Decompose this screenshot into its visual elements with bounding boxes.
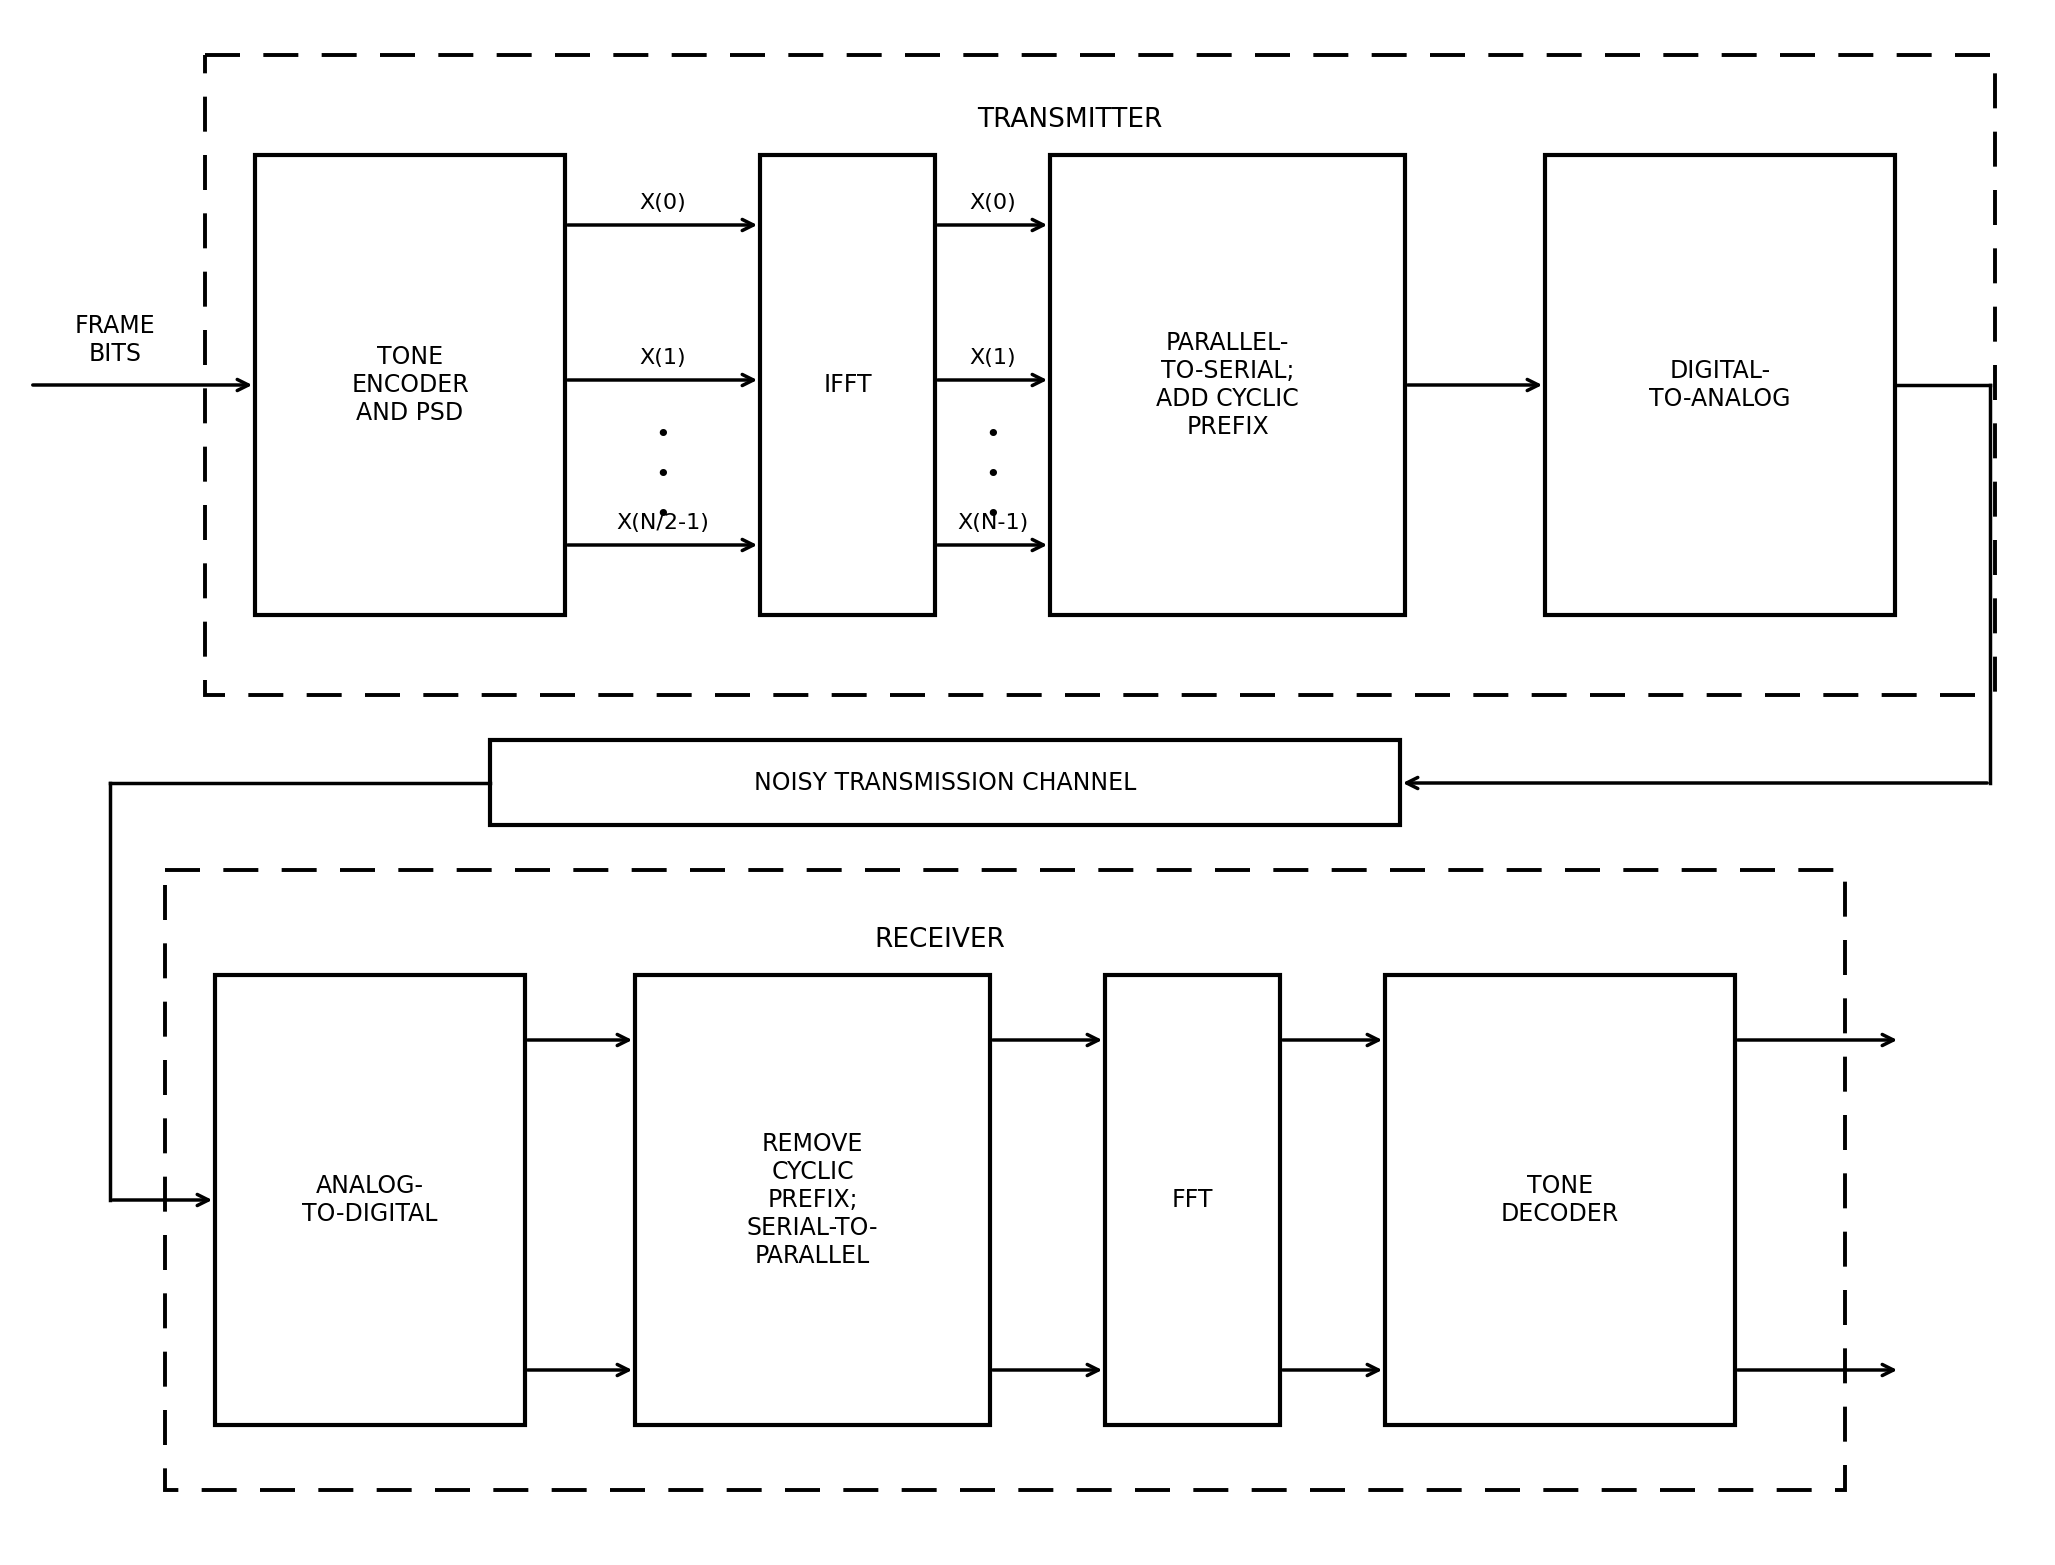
Text: IFFT: IFFT [824, 372, 871, 398]
Text: NOISY TRANSMISSION CHANNEL: NOISY TRANSMISSION CHANNEL [754, 770, 1136, 795]
Text: TONE
DECODER: TONE DECODER [1500, 1174, 1619, 1225]
Text: X(N-1): X(N-1) [958, 513, 1028, 534]
Text: X(1): X(1) [970, 347, 1015, 368]
Text: •: • [984, 502, 1001, 527]
Text: X(0): X(0) [639, 192, 686, 213]
Text: •: • [984, 463, 1001, 487]
Text: DIGITAL-
TO-ANALOG: DIGITAL- TO-ANALOG [1650, 358, 1790, 412]
Bar [635, 975, 991, 1426]
Text: X(0): X(0) [970, 192, 1015, 213]
Bar [760, 155, 935, 615]
Text: FFT: FFT [1171, 1188, 1212, 1211]
Text: RECEIVER: RECEIVER [875, 926, 1005, 953]
Bar [206, 55, 1995, 695]
Bar [1050, 155, 1406, 615]
Text: ANALOG-
TO-DIGITAL: ANALOG- TO-DIGITAL [302, 1174, 438, 1225]
Bar [164, 870, 1845, 1490]
Text: •: • [656, 502, 670, 527]
Text: •: • [984, 423, 1001, 448]
Text: TONE
ENCODER
AND PSD: TONE ENCODER AND PSD [351, 346, 469, 424]
Bar [216, 975, 524, 1426]
Bar [489, 740, 1399, 825]
Text: •: • [656, 463, 670, 487]
Bar [1385, 975, 1734, 1426]
Text: •: • [656, 423, 670, 448]
Text: REMOVE
CYCLIC
PREFIX;
SERIAL-TO-
PARALLEL: REMOVE CYCLIC PREFIX; SERIAL-TO- PARALLE… [746, 1133, 877, 1268]
Bar [255, 155, 565, 615]
Text: PARALLEL-
TO-SERIAL;
ADD CYCLIC
PREFIX: PARALLEL- TO-SERIAL; ADD CYCLIC PREFIX [1157, 332, 1299, 438]
Text: X(N/2-1): X(N/2-1) [616, 513, 709, 534]
Bar [1106, 975, 1280, 1426]
Text: TRANSMITTER: TRANSMITTER [978, 106, 1163, 133]
Text: FRAME
BITS: FRAME BITS [74, 315, 156, 366]
Bar [1545, 155, 1895, 615]
Text: X(1): X(1) [639, 347, 686, 368]
